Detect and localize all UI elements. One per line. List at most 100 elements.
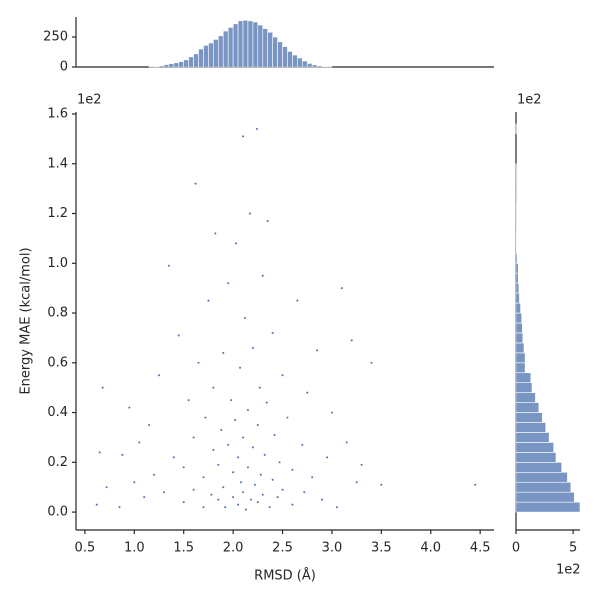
x-tick-label: 0.5 [75, 541, 96, 556]
bar [282, 46, 288, 68]
bar [515, 501, 581, 513]
bar [515, 442, 555, 453]
y-offset-label: 1e2 [77, 93, 102, 108]
point [98, 451, 101, 454]
point [236, 456, 240, 459]
point [231, 495, 235, 499]
bar [316, 65, 323, 68]
x-tick-label: 1.5 [173, 541, 194, 556]
x-tick-label: 2.5 [272, 541, 293, 556]
point [217, 498, 220, 501]
point [207, 299, 210, 302]
bar [515, 272, 519, 284]
point [138, 441, 141, 444]
bar [158, 65, 165, 68]
point [246, 466, 250, 469]
point [172, 456, 176, 459]
point [105, 486, 108, 489]
x-tick-label: 4.5 [470, 541, 491, 556]
point [281, 374, 284, 377]
bar [183, 59, 189, 68]
y-tick-label: 1.0 [47, 256, 68, 271]
point [268, 505, 271, 509]
point [187, 398, 190, 402]
point [263, 453, 266, 457]
x-tick-label: 2.0 [223, 541, 244, 556]
bar [515, 481, 572, 493]
point [238, 366, 242, 369]
point [192, 436, 195, 439]
bar [232, 23, 239, 68]
point [182, 466, 185, 469]
point [271, 478, 274, 481]
bar [227, 27, 234, 68]
point [251, 446, 255, 449]
bar [515, 342, 525, 354]
point [197, 361, 200, 364]
bar [267, 31, 273, 68]
point [310, 476, 314, 479]
point [147, 423, 151, 427]
point [212, 386, 215, 389]
bar [515, 233, 517, 244]
point [345, 441, 348, 444]
point [210, 493, 213, 496]
point [286, 416, 289, 419]
bar [262, 28, 269, 68]
bar [515, 462, 563, 473]
point [474, 483, 477, 486]
point [128, 406, 131, 409]
point [212, 448, 215, 452]
point [239, 481, 243, 484]
point [248, 212, 252, 215]
point [214, 232, 217, 235]
bar [257, 24, 264, 68]
bar [198, 48, 204, 68]
bar [242, 19, 249, 68]
point [261, 493, 264, 496]
point [281, 488, 284, 491]
x-tick-label: 5 [569, 541, 577, 556]
point [167, 264, 171, 267]
bar [515, 332, 524, 344]
point [350, 339, 353, 342]
point [229, 398, 233, 402]
bar [515, 282, 520, 294]
point [222, 486, 225, 489]
y-tick-label: 1.4 [47, 156, 68, 171]
point [246, 408, 250, 412]
point [234, 242, 238, 245]
point [335, 505, 339, 509]
point [152, 473, 156, 476]
point [220, 428, 223, 432]
x-tick-label: 0 [512, 541, 520, 556]
bar [217, 35, 224, 68]
point [244, 508, 248, 511]
bar [515, 253, 518, 264]
y-axis-label: Energy MAE (kcal/mol) [19, 247, 34, 394]
bar [301, 60, 308, 68]
bar [515, 362, 526, 374]
point [253, 483, 257, 486]
bar [173, 62, 180, 68]
x-tick-label: 4.0 [420, 541, 441, 556]
bar [277, 41, 283, 68]
bar [213, 39, 219, 68]
y-tick-label: 0.6 [47, 355, 68, 370]
point [259, 473, 262, 476]
point [355, 481, 358, 484]
bar [252, 21, 259, 68]
point [142, 495, 146, 499]
y-offset-label: 1e2 [517, 93, 542, 108]
y-tick-label: 0 [60, 60, 68, 75]
bar [515, 432, 550, 443]
bar [292, 54, 298, 68]
point [202, 476, 205, 479]
bar [515, 292, 520, 304]
bar [515, 322, 523, 334]
point [118, 505, 121, 509]
bar [193, 53, 199, 68]
y-tick-label: 1.6 [47, 106, 68, 121]
point [241, 436, 245, 439]
point [256, 500, 260, 504]
